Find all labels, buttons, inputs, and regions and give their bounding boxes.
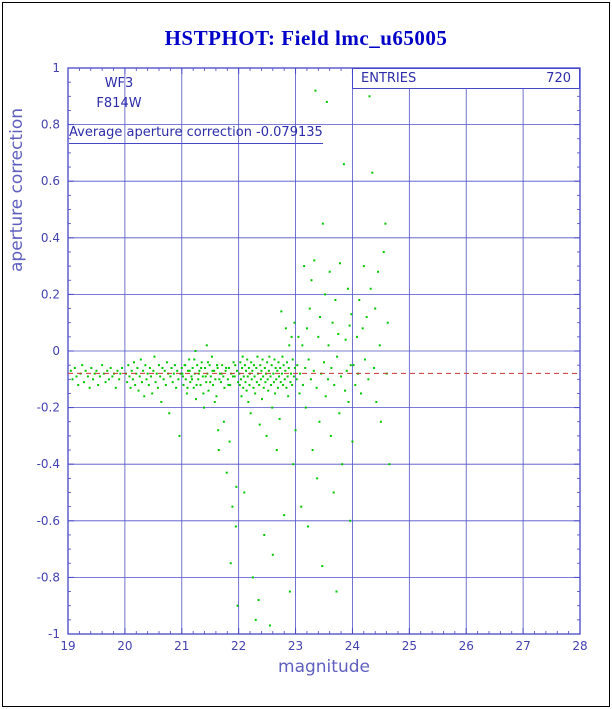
svg-text:22: 22 (231, 639, 246, 653)
svg-text:-0.2: -0.2 (37, 401, 60, 415)
svg-text:0.2: 0.2 (41, 287, 60, 301)
svg-text:21: 21 (174, 639, 189, 653)
svg-text:-0.8: -0.8 (37, 570, 60, 584)
x-axis-label: magnitude (278, 657, 370, 677)
svg-text:0.8: 0.8 (41, 118, 60, 132)
y-axis-label: aperture correction (7, 108, 27, 272)
page-title: HSTPHOT: Field lmc_u65005 (164, 26, 448, 50)
svg-text:23: 23 (288, 639, 303, 653)
svg-text:20: 20 (117, 639, 132, 653)
svg-text:19: 19 (60, 639, 75, 653)
scatter-points (69, 89, 391, 627)
svg-text:-1: -1 (48, 627, 60, 641)
svg-text:0: 0 (52, 344, 60, 358)
svg-text:0.4: 0.4 (41, 231, 60, 245)
svg-text:-0.6: -0.6 (37, 514, 60, 528)
camera-label: WF3 (104, 76, 134, 91)
entries-value: 720 (546, 71, 571, 86)
svg-text:27: 27 (515, 639, 530, 653)
svg-text:1: 1 (52, 61, 60, 75)
svg-text:24: 24 (345, 639, 360, 653)
entries-box: ENTRIES 720 (352, 68, 580, 89)
average-correction-annotation: Average aperture correction -0.079135 (69, 125, 323, 144)
filter-label: F814W (96, 96, 142, 111)
svg-text:28: 28 (572, 639, 587, 653)
tick-labels: 19 20 21 22 23 24 25 26 27 28 -1 -0.8 -0.6 -0.4 -0.2 0 0… (37, 61, 588, 653)
entries-label: ENTRIES (361, 71, 417, 86)
svg-text:-0.4: -0.4 (37, 457, 60, 471)
svg-text:25: 25 (402, 639, 417, 653)
camera-filter-annotation: WF3 F814W (90, 74, 148, 114)
svg-text:26: 26 (459, 639, 474, 653)
plot-grid (67, 67, 581, 635)
svg-text:0.6: 0.6 (41, 174, 60, 188)
